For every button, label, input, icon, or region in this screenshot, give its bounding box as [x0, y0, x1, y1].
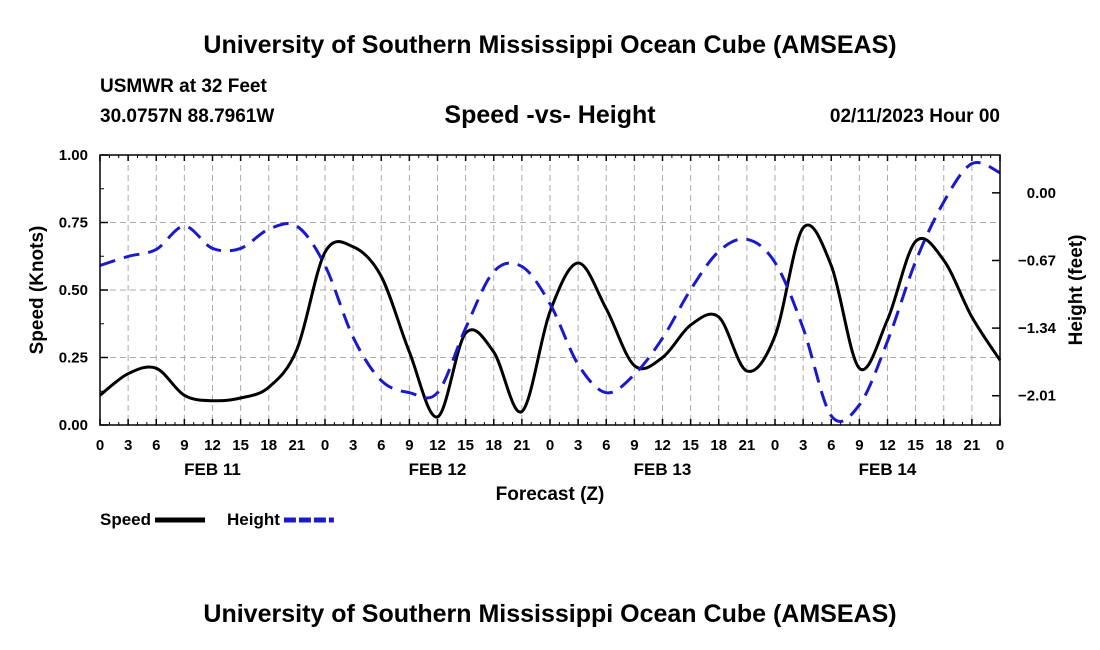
y2-tick-label: −0.67 — [1018, 252, 1056, 269]
x-tick-label: 3 — [574, 437, 582, 454]
y2-tick-label: −2.01 — [1018, 388, 1056, 405]
y-tick-label: 0.50 — [59, 282, 88, 299]
date-label: FEB 14 — [859, 460, 917, 479]
date-label: FEB 12 — [409, 460, 467, 479]
axes: 0 3 6 9 12 15 18 21 0 3 6 9 12 15 18 21 0 3 6 9 12 15 18 21 0 3 6 9… — [59, 147, 1057, 479]
y2-tick-label: 0.00 — [1027, 185, 1056, 202]
x-tick-label: 12 — [879, 437, 896, 454]
y-tick-label: 0.25 — [59, 350, 88, 367]
grid — [100, 155, 1000, 425]
x-tick-label: 18 — [935, 437, 952, 454]
y-tick-label: 0.75 — [59, 215, 88, 232]
forecast-datetime: 02/11/2023 Hour 00 — [829, 106, 1000, 127]
legend-label: Height — [227, 510, 280, 529]
x-tick-label: 9 — [405, 437, 413, 454]
x-tick-label: 0 — [771, 437, 779, 454]
x-tick-label: 21 — [514, 437, 531, 454]
series-line-height — [99, 161, 1001, 423]
y-axis-label: Speed (Knots) — [27, 226, 48, 355]
series-line-speed — [99, 223, 1002, 419]
x-tick-label: 6 — [827, 437, 835, 454]
x-tick-label: 21 — [964, 437, 981, 454]
x-tick-label: 3 — [124, 437, 132, 454]
x-tick-label: 0 — [996, 437, 1004, 454]
series-lines — [99, 161, 1002, 423]
x-tick-label: 15 — [457, 437, 474, 454]
x-tick-label: 3 — [799, 437, 807, 454]
x-tick-label: 12 — [429, 437, 446, 454]
x-tick-label: 18 — [485, 437, 502, 454]
x-tick-label: 15 — [682, 437, 699, 454]
date-label: FEB 13 — [634, 460, 692, 479]
chart-subtitle: Speed -vs- Height — [444, 101, 656, 129]
x-tick-label: 0 — [321, 437, 329, 454]
station-label: USMWR at 32 Feet — [100, 76, 267, 97]
x-tick-label: 12 — [654, 437, 671, 454]
x-tick-label: 9 — [855, 437, 863, 454]
x-tick-label: 0 — [96, 437, 104, 454]
x-tick-label: 3 — [349, 437, 357, 454]
x-tick-label: 15 — [232, 437, 249, 454]
y-tick-label: 0.00 — [59, 417, 88, 434]
x-tick-label: 6 — [152, 437, 160, 454]
x-tick-label: 12 — [204, 437, 221, 454]
footer-title: University of Southern Mississippi Ocean… — [203, 600, 897, 628]
x-tick-label: 6 — [602, 437, 610, 454]
x-tick-label: 21 — [739, 437, 756, 454]
legend: Speed Height — [100, 510, 334, 529]
coordinates-label: 30.0757N 88.7961W — [100, 106, 275, 127]
y-tick-label: 1.00 — [59, 147, 88, 164]
main-title: University of Southern Mississippi Ocean… — [203, 31, 897, 59]
y2-axis-label: Height (feet) — [1066, 235, 1087, 346]
x-tick-label: 18 — [260, 437, 277, 454]
x-tick-label: 9 — [630, 437, 638, 454]
x-tick-label: 21 — [289, 437, 306, 454]
x-tick-label: 0 — [546, 437, 554, 454]
x-tick-label: 15 — [907, 437, 924, 454]
x-axis-label: Forecast (Z) — [496, 484, 605, 505]
x-tick-label: 9 — [180, 437, 188, 454]
x-tick-label: 6 — [377, 437, 385, 454]
date-label: FEB 11 — [184, 460, 241, 479]
legend-label: Speed — [100, 510, 151, 529]
x-tick-label: 18 — [710, 437, 727, 454]
y2-tick-label: −1.34 — [1018, 320, 1057, 337]
